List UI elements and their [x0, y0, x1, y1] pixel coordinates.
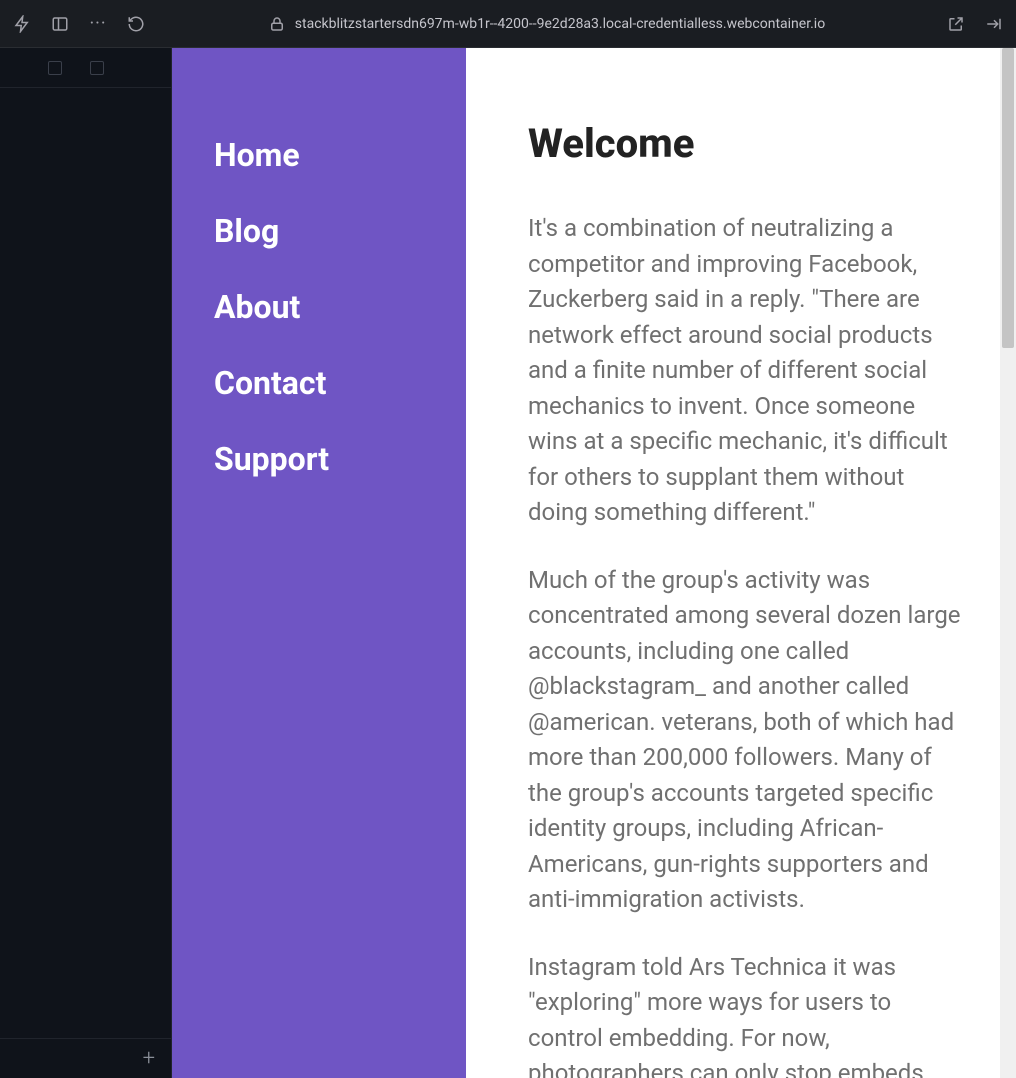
scrollbar-thumb[interactable]: [1002, 48, 1014, 348]
preview-scrollbar[interactable]: [1000, 48, 1016, 1078]
preview-pane: Home Blog About Contact Support Welcome …: [172, 48, 1016, 1078]
nav-item-contact[interactable]: Contact: [214, 364, 466, 402]
body-paragraph: It's a combination of neutralizing a com…: [528, 211, 964, 531]
nav-item-blog[interactable]: Blog: [214, 212, 466, 250]
lock-icon: [267, 14, 287, 34]
ide-tab-placeholder-icon[interactable]: [90, 61, 104, 75]
ide-bottom-bar: +: [0, 1038, 171, 1078]
nav-item-support[interactable]: Support: [214, 440, 466, 478]
reload-icon[interactable]: [126, 14, 146, 34]
open-external-icon[interactable]: [946, 14, 966, 34]
workspace: + Home Blog About Contact Support Welcom…: [0, 48, 1016, 1078]
panel-toggle-icon[interactable]: [50, 14, 70, 34]
url-text: stackblitzstartersdn697m-wb1r--4200--9e2…: [295, 16, 825, 32]
ide-tab-strip: [0, 48, 171, 88]
app-content: Welcome It's a combination of neutralizi…: [466, 48, 1000, 1078]
rendered-app: Home Blog About Contact Support Welcome …: [172, 48, 1000, 1078]
ide-side-panel: +: [0, 48, 172, 1078]
nav-item-home[interactable]: Home: [214, 136, 466, 174]
stackblitz-logo-icon[interactable]: [12, 14, 32, 34]
app-sidebar: Home Blog About Contact Support: [172, 48, 466, 1078]
browser-toolbar: ··· stackblitzstartersdn697m-wb1r--4200-…: [0, 0, 1016, 48]
new-terminal-icon[interactable]: +: [143, 1046, 155, 1071]
ide-tab-placeholder-icon[interactable]: [48, 61, 62, 75]
nav-item-about[interactable]: About: [214, 288, 466, 326]
address-bar[interactable]: stackblitzstartersdn697m-wb1r--4200--9e2…: [164, 14, 928, 34]
body-paragraph: Much of the group's activity was concent…: [528, 563, 964, 918]
collapse-right-icon[interactable]: [984, 14, 1004, 34]
body-paragraph: Instagram told Ars Technica it was "expl…: [528, 950, 964, 1078]
page-title: Welcome: [528, 120, 964, 167]
more-menu-icon[interactable]: ···: [88, 14, 108, 34]
